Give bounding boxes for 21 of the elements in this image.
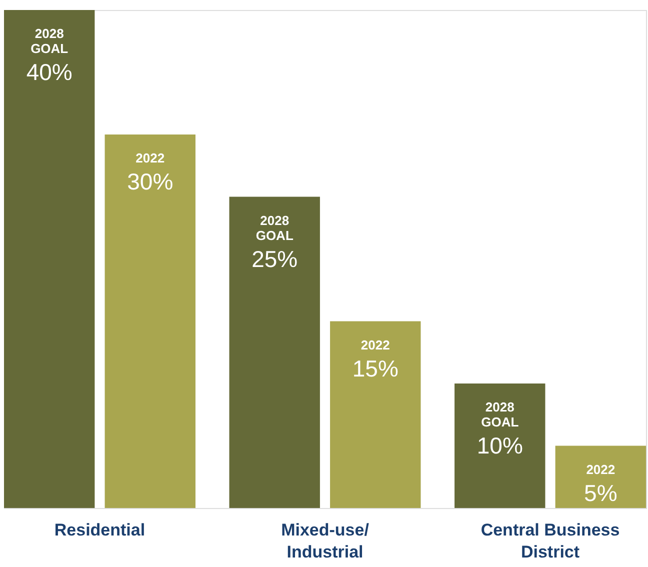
bar — [555, 446, 646, 508]
x-tick-label: Mixed-use/ Industrial — [281, 520, 370, 562]
text: 2028 GOAL — [256, 212, 294, 243]
series-label: 2028 GOAL — [30, 26, 68, 56]
text: 2022 — [360, 337, 390, 352]
text: 2028 GOAL — [481, 400, 519, 430]
data-label: 25% — [252, 246, 298, 272]
x-tick-label: Central Business District — [480, 520, 620, 562]
bar — [454, 384, 546, 508]
x-tick-label: Residential — [54, 520, 146, 540]
bar — [104, 134, 196, 508]
data-label: 30% — [127, 168, 174, 194]
data-label: 10% — [476, 432, 523, 458]
data-label: 15% — [352, 355, 398, 382]
text: 2022 — [586, 462, 616, 477]
bar — [4, 10, 95, 508]
bar — [229, 196, 320, 508]
data-label: 40% — [26, 59, 72, 85]
bar — [330, 321, 421, 508]
data-label: 5% — [584, 480, 618, 506]
series-label: 2022 — [136, 150, 165, 166]
